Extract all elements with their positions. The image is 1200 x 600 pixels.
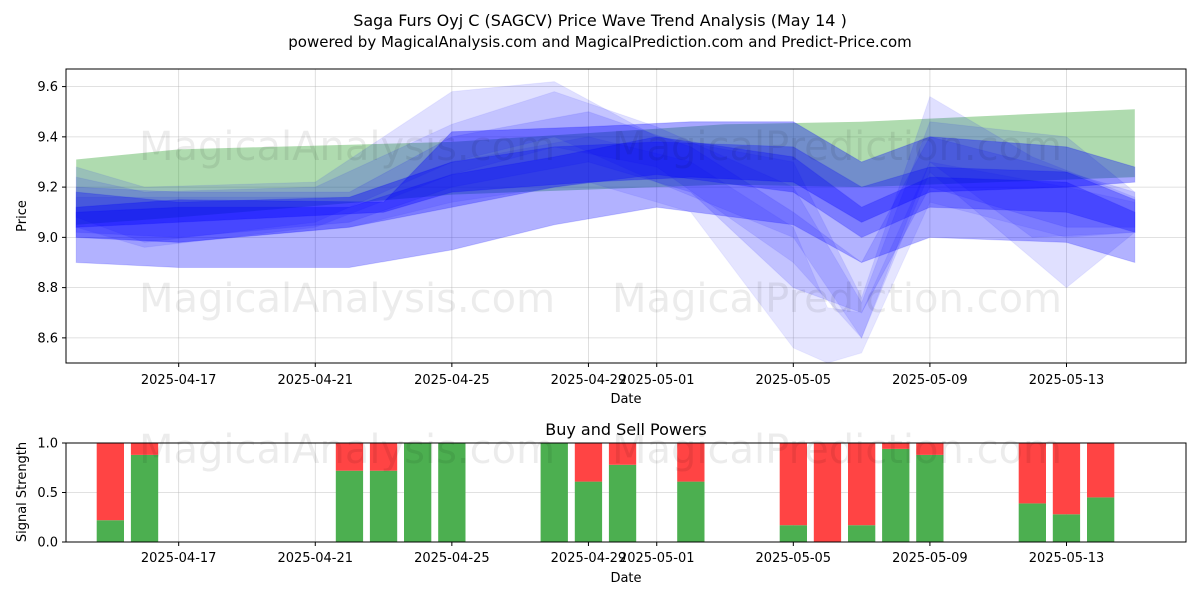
watermark-left: MagicalAnalysis.com [139, 124, 555, 170]
sell-power-bar [608, 443, 637, 465]
price-ytick-label: 8.6 [37, 331, 58, 346]
buy-power-bar [848, 525, 876, 542]
blue-wave-band-6 [75, 111, 1136, 314]
signal-bars [96, 443, 1115, 542]
price-ytick-label: 9.4 [37, 130, 58, 145]
watermark-right: MagicalPrediction.com [612, 124, 1062, 170]
sell-power-bar [848, 443, 876, 526]
signal-ticks: 2025-04-17 2025-04-21 2025-04-25 2025-04-29… [37, 437, 1104, 567]
signal-ytick-label: 1.0 [37, 437, 58, 452]
signal-xtick-label: 2025-05-13 [1029, 551, 1105, 566]
sell-power-bar [779, 443, 807, 526]
signal-xtick-label: 2025-04-21 [277, 551, 353, 566]
sell-power-bar [574, 443, 603, 482]
buy-power-bar [540, 443, 568, 542]
sell-power-bar [1087, 443, 1115, 498]
price-ytick-label: 9.6 [37, 80, 58, 95]
signal-xtick-label: 2025-04-17 [141, 551, 217, 566]
watermark-left-lower: MagicalAnalysis.com [139, 276, 555, 322]
price-xtick-label: 2025-04-21 [277, 373, 353, 388]
signal-title: Buy and Sell Powers [545, 420, 707, 439]
price-xlabel: Date [610, 392, 641, 407]
sell-power-bar [369, 443, 398, 471]
buy-power-bar [404, 443, 432, 542]
sell-power-bar [882, 443, 910, 449]
signal-xtick-label: 2025-05-05 [756, 551, 832, 566]
buy-power-bar [916, 454, 944, 542]
blue-wave-band-5 [75, 91, 1136, 339]
sell-power-bar [96, 443, 124, 521]
price-ylabel: Price [15, 200, 30, 232]
sell-power-bar [916, 443, 944, 455]
price-ytick-label: 8.8 [37, 281, 58, 296]
blue-wave-band-2 [75, 136, 1136, 268]
sell-power-bar [813, 443, 842, 542]
watermark-right-lower: MagicalPrediction.com [612, 276, 1062, 322]
buy-power-bar [882, 448, 910, 542]
signal-ylabel: Signal Strength [15, 442, 30, 542]
price-ytick-label: 9.0 [37, 231, 58, 246]
sell-power-bar [677, 443, 705, 482]
signal-xtick-label: 2025-05-09 [892, 551, 968, 566]
price-xtick-label: 2025-05-01 [619, 373, 695, 388]
watermark-signal-right: MagicalPrediction.com [612, 427, 1062, 473]
price-xtick-label: 2025-04-17 [141, 373, 217, 388]
chart-title: Saga Furs Oyj C (SAGCV) Price Wave Trend… [353, 11, 847, 30]
sell-power-bar [1018, 443, 1046, 504]
buy-power-bar [438, 443, 466, 542]
signal-panel: Buy and Sell Powers MagicalAnalysis.com … [15, 420, 1187, 586]
green-band [76, 109, 1135, 225]
buy-power-bar [96, 520, 124, 542]
signal-xlabel: Date [610, 571, 641, 586]
buy-power-bar [335, 470, 364, 542]
blue-wave-band-7 [75, 136, 1136, 364]
buy-power-bar [677, 481, 705, 542]
green-trend-band [76, 109, 1135, 225]
buy-power-bar [130, 454, 159, 542]
chart-subtitle: powered by MagicalAnalysis.com and Magic… [288, 33, 912, 51]
price-xtick-label: 2025-05-13 [1029, 373, 1105, 388]
price-xtick-label: 2025-04-29 [551, 373, 627, 388]
price-plot-area [66, 69, 1186, 363]
blue-wave-band-4 [75, 81, 1136, 339]
signal-xtick-label: 2025-04-25 [414, 551, 490, 566]
price-xtick-label: 2025-05-09 [892, 373, 968, 388]
signal-ytick-label: 0.0 [37, 536, 58, 551]
blue-wave-band-1 [75, 141, 1136, 243]
blue-bands [75, 81, 1136, 364]
watermark-signal-left: MagicalAnalysis.com [139, 427, 555, 473]
sell-power-bar [335, 443, 364, 471]
signal-xtick-label: 2025-05-01 [619, 551, 695, 566]
buy-power-bar [1087, 497, 1115, 542]
sell-power-bar [130, 443, 159, 455]
buy-power-bar [369, 470, 398, 542]
buy-power-bar [1052, 514, 1081, 542]
price-xtick-label: 2025-05-05 [756, 373, 832, 388]
signal-ytick-label: 0.5 [37, 486, 58, 501]
buy-power-bar [1018, 503, 1046, 542]
sell-power-bar [1052, 443, 1081, 515]
signal-xtick-label: 2025-04-29 [551, 551, 627, 566]
price-ticks: 2025-04-17 2025-04-21 2025-04-25 2025-04-29… [37, 80, 1104, 388]
price-panel: MagicalAnalysis.com MagicalPrediction.co… [15, 68, 1187, 407]
blue-wave-band-3 [75, 121, 1136, 228]
price-grid [66, 69, 1186, 363]
price-ytick-label: 9.2 [37, 181, 58, 196]
buy-power-bar [608, 464, 637, 542]
price-plot-frame [65, 68, 1187, 364]
buy-power-bar [779, 525, 807, 542]
price-xtick-label: 2025-04-25 [414, 373, 490, 388]
buy-power-bar [574, 481, 603, 542]
